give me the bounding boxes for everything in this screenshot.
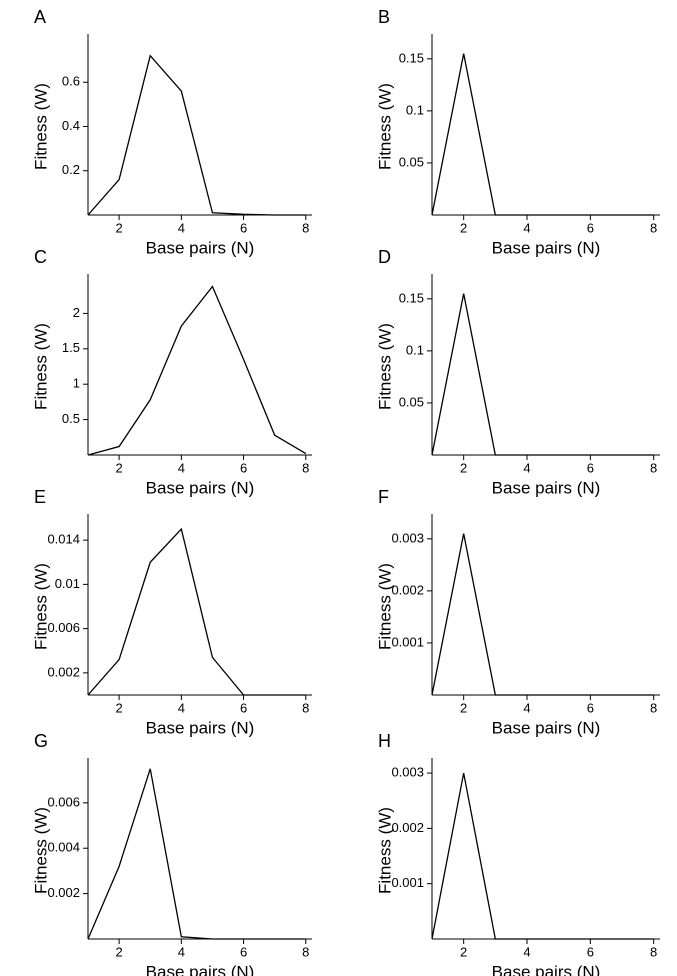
x-tick-label: 8	[650, 700, 657, 715]
x-axis-label: Base pairs (N)	[492, 478, 601, 497]
x-axis-label: Base pairs (N)	[146, 718, 255, 737]
y-tick-label: 0.006	[47, 620, 80, 635]
y-tick-label: 0.003	[391, 765, 424, 780]
x-tick-label: 6	[587, 700, 594, 715]
data-line	[431, 772, 654, 940]
y-tick-label: 0.15	[399, 290, 424, 305]
y-tick-label: 0.001	[391, 634, 424, 649]
panel-label: D	[378, 247, 391, 267]
x-tick-label: 6	[587, 944, 594, 959]
x-axis-label: Base pairs (N)	[492, 238, 601, 257]
y-axis-label: Fitness (W)	[31, 323, 50, 410]
y-tick-label: 0.05	[399, 154, 424, 169]
y-axis-label: Fitness (W)	[31, 563, 50, 650]
y-axis-label: Fitness (W)	[31, 83, 50, 170]
data-line	[87, 285, 307, 456]
x-axis-label: Base pairs (N)	[146, 478, 255, 497]
panel-label: E	[34, 487, 46, 507]
x-axis-label: Base pairs (N)	[492, 962, 601, 976]
x-tick-label: 2	[460, 460, 467, 475]
x-axis-label: Base pairs (N)	[492, 718, 601, 737]
y-tick-label: 0.2	[62, 162, 80, 177]
data-line	[87, 768, 306, 940]
x-tick-label: 8	[302, 944, 309, 959]
y-tick-label: 0.002	[47, 885, 80, 900]
x-tick-label: 6	[240, 460, 247, 475]
y-axis-label: Fitness (W)	[31, 807, 50, 894]
x-tick-label: 6	[587, 220, 594, 235]
y-tick-label: 0.05	[399, 394, 424, 409]
x-tick-label: 4	[523, 944, 530, 959]
data-line	[431, 293, 654, 456]
x-tick-label: 8	[302, 460, 309, 475]
data-line	[87, 527, 306, 696]
x-tick-label: 4	[523, 220, 530, 235]
x-tick-label: 6	[240, 944, 247, 959]
y-tick-label: 0.1	[406, 102, 424, 117]
y-axis-label: Fitness (W)	[375, 563, 394, 650]
y-tick-label: 0.014	[47, 532, 80, 547]
x-tick-label: 2	[460, 700, 467, 715]
x-tick-label: 6	[240, 220, 247, 235]
y-tick-label: 0.004	[47, 840, 80, 855]
data-line	[431, 53, 654, 216]
x-tick-label: 8	[650, 944, 657, 959]
data-line	[87, 54, 306, 216]
y-tick-label: 0.15	[399, 50, 424, 65]
panel-label: B	[378, 7, 390, 27]
x-tick-label: 2	[115, 220, 122, 235]
x-tick-label: 2	[115, 460, 122, 475]
y-tick-label: 0.003	[391, 530, 424, 545]
y-tick-label: 1.5	[62, 340, 80, 355]
y-tick-label: 0.002	[47, 664, 80, 679]
x-tick-label: 4	[178, 460, 185, 475]
x-tick-label: 8	[650, 460, 657, 475]
x-axis-label: Base pairs (N)	[146, 238, 255, 257]
x-tick-label: 6	[587, 460, 594, 475]
y-tick-label: 0.01	[55, 576, 80, 591]
x-tick-label: 4	[178, 700, 185, 715]
y-axis-label: Fitness (W)	[375, 83, 394, 170]
y-tick-label: 0.6	[62, 74, 80, 89]
x-tick-label: 4	[178, 944, 185, 959]
y-tick-label: 1	[73, 376, 80, 391]
x-tick-label: 2	[115, 944, 122, 959]
panel-label: F	[378, 487, 389, 507]
y-tick-label: 0.4	[62, 118, 80, 133]
x-axis-label: Base pairs (N)	[146, 962, 255, 976]
x-tick-label: 8	[650, 220, 657, 235]
y-tick-label: 0.006	[47, 794, 80, 809]
y-tick-label: 0.5	[62, 411, 80, 426]
panel-label: G	[34, 731, 48, 751]
y-tick-label: 0.001	[391, 875, 424, 890]
y-axis-label: Fitness (W)	[375, 807, 394, 894]
panel-label: C	[34, 247, 47, 267]
x-tick-label: 2	[460, 220, 467, 235]
y-axis-label: Fitness (W)	[375, 323, 394, 410]
panel-label: A	[34, 7, 46, 27]
y-tick-label: 0.1	[406, 342, 424, 357]
x-tick-label: 2	[460, 944, 467, 959]
x-tick-label: 4	[523, 700, 530, 715]
y-tick-label: 2	[73, 305, 80, 320]
x-tick-label: 8	[302, 700, 309, 715]
x-tick-label: 4	[178, 220, 185, 235]
y-tick-label: 0.002	[391, 582, 424, 597]
data-line	[431, 533, 654, 696]
x-tick-label: 8	[302, 220, 309, 235]
panel-label: H	[378, 731, 391, 751]
x-tick-label: 2	[115, 700, 122, 715]
y-tick-label: 0.002	[391, 820, 424, 835]
x-tick-label: 4	[523, 460, 530, 475]
x-tick-label: 6	[240, 700, 247, 715]
